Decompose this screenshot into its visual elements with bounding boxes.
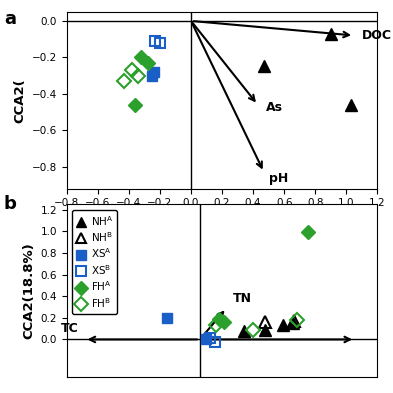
- Y-axis label: CCA2(: CCA2(: [13, 78, 26, 123]
- Text: a: a: [4, 10, 16, 28]
- X-axis label: CCA1(31.6%): CCA1(31.6%): [174, 214, 270, 227]
- Text: b: b: [4, 195, 17, 213]
- Text: TC: TC: [61, 322, 79, 335]
- Text: As: As: [266, 101, 283, 114]
- Text: DOC: DOC: [362, 29, 392, 42]
- Text: pH: pH: [269, 172, 288, 185]
- Y-axis label: CCA2(18.8%): CCA2(18.8%): [22, 242, 35, 339]
- Legend: NH$^{\rm A}$, NH$^{\rm B}$, XS$^{\rm A}$, XS$^{\rm B}$, FH$^{\rm A}$, FH$^{\rm B: NH$^{\rm A}$, NH$^{\rm B}$, XS$^{\rm A}$…: [72, 209, 117, 314]
- Text: TN: TN: [232, 292, 252, 305]
